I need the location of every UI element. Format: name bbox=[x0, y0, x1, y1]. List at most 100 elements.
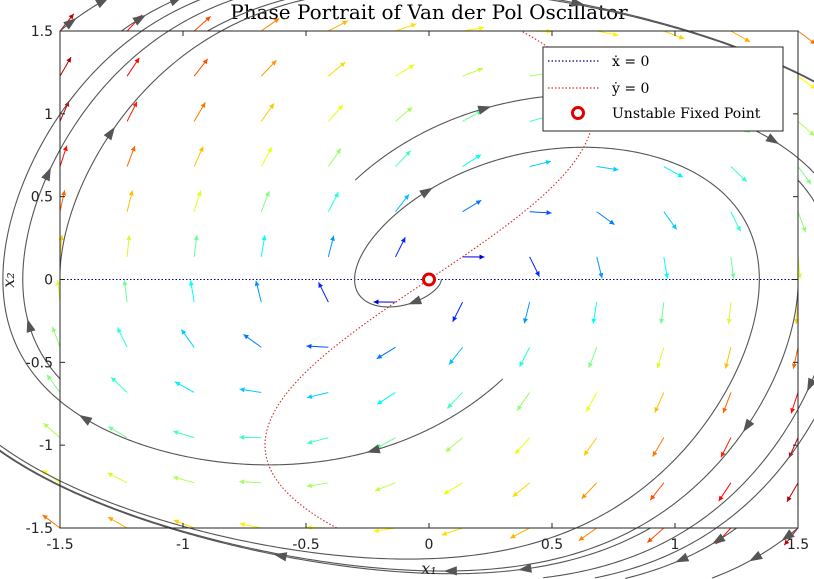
vector-arrowhead bbox=[307, 439, 313, 445]
unstable-fixed-point bbox=[422, 272, 436, 287]
vector-arrowhead bbox=[479, 254, 485, 260]
y-tick-label: -1.5 bbox=[26, 521, 53, 537]
vector-arrowhead bbox=[591, 318, 597, 324]
vector-arrowhead bbox=[337, 104, 343, 111]
vector-arrowhead bbox=[111, 377, 117, 383]
vector-arrowhead bbox=[809, 130, 814, 136]
vector-arrowhead bbox=[546, 210, 552, 216]
vector-arrowhead bbox=[202, 58, 208, 65]
vector-arrowhead bbox=[306, 394, 313, 399]
trajectory-arrowhead bbox=[781, 529, 795, 542]
vector-arrowhead bbox=[515, 448, 521, 455]
vector-arrowhead bbox=[42, 514, 48, 520]
vector-arrowhead bbox=[810, 84, 814, 89]
y-tick-label: -0.5 bbox=[26, 355, 53, 371]
trajectory-arrowhead bbox=[518, 563, 532, 573]
vector-arrowhead bbox=[801, 226, 807, 233]
vector-arrowhead bbox=[720, 451, 726, 458]
vector-arrowhead bbox=[188, 280, 194, 286]
trajectory-arrowhead bbox=[711, 533, 726, 545]
vector-arrowhead bbox=[441, 531, 448, 536]
x-tick-label: 0 bbox=[425, 537, 434, 553]
vector-arrowhead bbox=[588, 362, 593, 368]
trajectory-arrowhead bbox=[103, 126, 115, 141]
legend-label-ydot: ẏ = 0 bbox=[611, 81, 649, 97]
vector-arrowhead bbox=[273, 18, 280, 24]
vector-arrowhead bbox=[42, 469, 48, 475]
x-axis-ticks: -1.5 -1 -0.5 0 0.5 1 1.5 bbox=[46, 31, 809, 553]
vector-arrowhead bbox=[66, 57, 72, 63]
vector-arrowhead bbox=[374, 486, 381, 492]
vector-arrowhead bbox=[647, 537, 653, 543]
vector-arrowhead bbox=[335, 148, 341, 154]
vector-arrowhead bbox=[318, 282, 324, 288]
vector-arrowhead bbox=[239, 479, 245, 485]
vector-arrowhead bbox=[408, 64, 415, 70]
vector-arrowhead bbox=[130, 145, 136, 152]
legend-marker-fixed-point bbox=[571, 106, 585, 120]
vector-arrowhead bbox=[517, 405, 523, 411]
vector-arrowhead bbox=[173, 430, 179, 436]
vector-arrowhead bbox=[239, 522, 246, 528]
vector-arrowhead bbox=[172, 475, 179, 481]
y-tick-label: -1 bbox=[39, 438, 53, 454]
vector-arrowhead bbox=[791, 363, 797, 369]
legend-label-fixed-point: Unstable Fixed Point bbox=[612, 106, 761, 122]
vector-arrowhead bbox=[512, 491, 519, 497]
y-axis-label: x₂ bbox=[0, 272, 18, 287]
vector-arrowhead bbox=[581, 493, 587, 499]
vector-arrowhead bbox=[445, 446, 452, 452]
vector-arrowhead bbox=[243, 334, 249, 340]
vector-arrowhead bbox=[724, 363, 730, 369]
vector-arrowhead bbox=[678, 34, 685, 40]
vector-arrowhead bbox=[443, 489, 450, 495]
y-tick-label: 1.5 bbox=[31, 24, 53, 40]
vector-arrowhead bbox=[181, 329, 187, 335]
vector-arrowhead bbox=[519, 361, 525, 367]
vector-arrowhead bbox=[122, 280, 128, 286]
vector-arrowhead bbox=[269, 103, 274, 109]
vector-arrowhead bbox=[545, 160, 552, 165]
vector-arrowhead bbox=[786, 496, 792, 502]
y-tick-label: 0.5 bbox=[31, 190, 53, 206]
vector-arrowhead bbox=[659, 318, 665, 324]
vector-arrowhead bbox=[448, 359, 455, 365]
vector-arrowhead bbox=[193, 235, 199, 241]
vector-arrowhead bbox=[609, 219, 615, 225]
vector-arrowhead bbox=[306, 343, 312, 349]
vector-arrowhead bbox=[736, 225, 741, 232]
vector-arrowhead bbox=[342, 20, 348, 26]
trajectory-arrowhead bbox=[63, 17, 77, 30]
vector-arrowhead bbox=[376, 399, 383, 405]
vector-arrowhead bbox=[744, 37, 751, 42]
vector-arrowhead bbox=[722, 407, 728, 414]
vector-arrowhead bbox=[61, 190, 67, 196]
vector-arrowhead bbox=[62, 145, 68, 152]
vector-arrowhead bbox=[339, 62, 346, 68]
vector-arrowhead bbox=[376, 354, 383, 359]
vector-arrowhead bbox=[741, 176, 747, 182]
vector-arrowhead bbox=[613, 166, 619, 172]
vector-arrowhead bbox=[650, 494, 656, 501]
trajectory-arrowhead bbox=[408, 295, 423, 305]
chart-title: Phase Portrait of Van der Pol Oscillator bbox=[230, 0, 628, 24]
vector-arrowhead bbox=[475, 154, 482, 160]
vector-arrowhead bbox=[306, 483, 312, 489]
vector-arrowhead bbox=[806, 178, 812, 185]
vector-arrowhead bbox=[664, 273, 670, 279]
vector-arrowhead bbox=[586, 406, 591, 412]
vector-arrowhead bbox=[254, 280, 260, 287]
vector-arrowhead bbox=[523, 317, 528, 324]
y-tick-label: 0 bbox=[44, 273, 53, 289]
vector-arrowhead bbox=[198, 146, 204, 153]
vector-arrowhead bbox=[726, 318, 732, 324]
vector-arrowhead bbox=[410, 23, 417, 28]
vector-arrowhead bbox=[405, 150, 411, 156]
vector-arrowhead bbox=[271, 60, 277, 66]
trajectory-arrowhead bbox=[419, 187, 433, 199]
trajectory-arrowhead bbox=[443, 566, 457, 576]
vector-arrowhead bbox=[478, 25, 485, 31]
vector-arrowhead bbox=[598, 272, 604, 279]
vector-arrowhead bbox=[132, 101, 138, 108]
